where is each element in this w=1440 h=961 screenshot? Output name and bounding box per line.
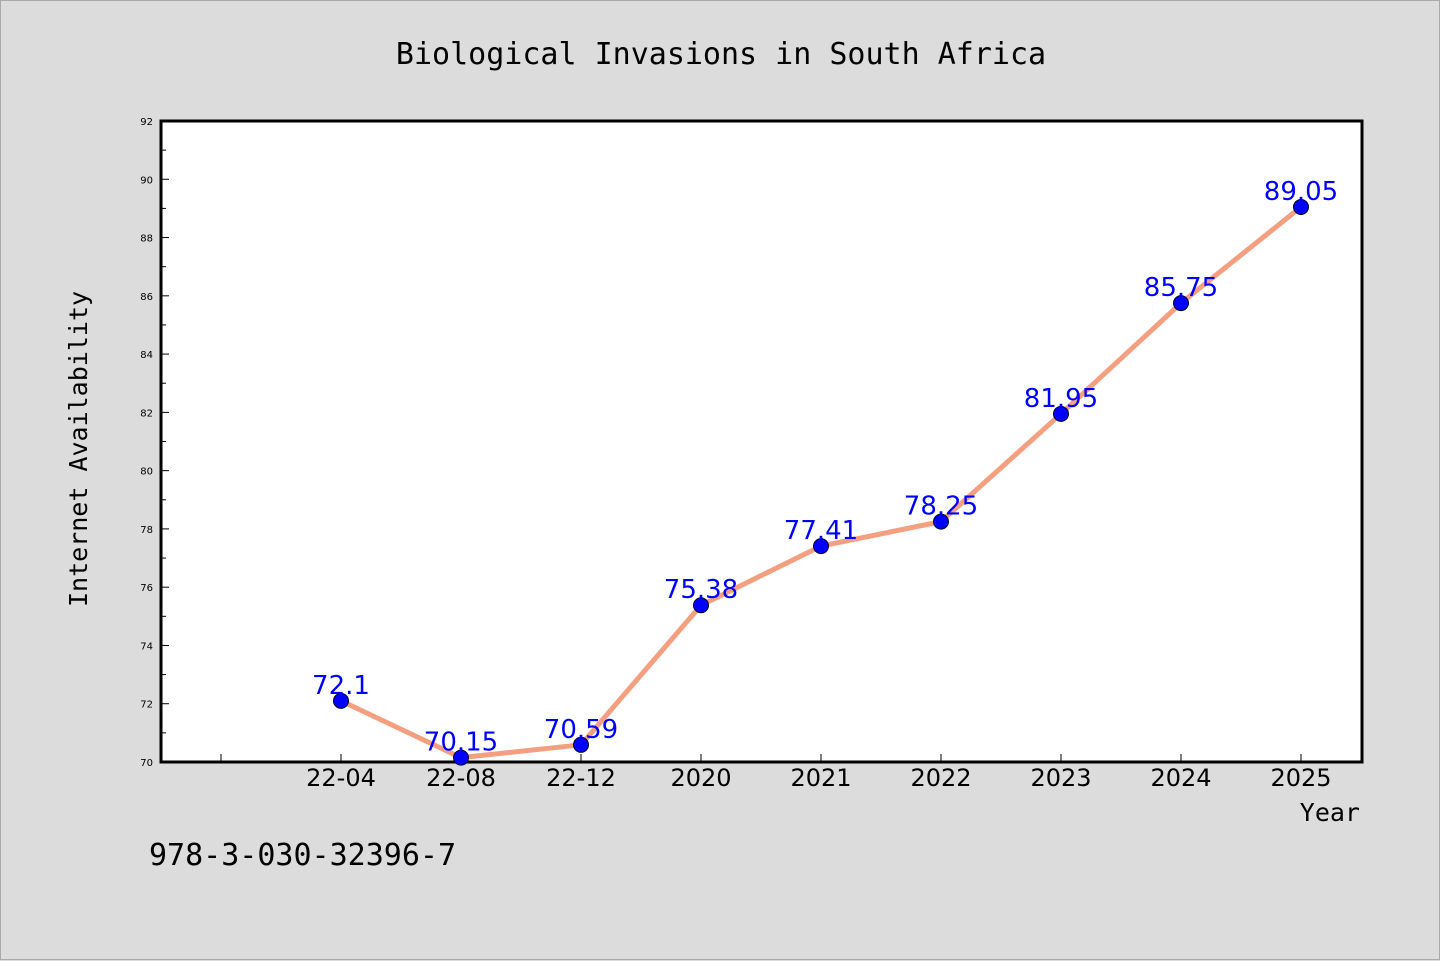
data-label: 89.05 <box>1264 177 1338 207</box>
x-tick-label: 22-04 <box>306 764 376 792</box>
data-point <box>1053 405 1069 422</box>
data-label: 70.59 <box>544 715 618 745</box>
y-tick-label: 82 <box>140 408 153 419</box>
chart-title: Biological Invasions in South Africa <box>396 37 1046 72</box>
data-point <box>1293 198 1309 215</box>
x-tick-label: 2022 <box>910 764 971 792</box>
y-axis-label: Internet Availability <box>64 291 93 607</box>
x-tick-label: 2024 <box>1150 764 1211 792</box>
data-label: 70.15 <box>424 728 498 758</box>
data-label: 72.1 <box>312 671 370 701</box>
data-point <box>933 513 949 530</box>
y-tick-label: 72 <box>140 700 153 711</box>
y-tick-label: 80 <box>140 467 153 478</box>
x-tick-label: 2025 <box>1270 764 1331 792</box>
data-point <box>693 597 709 614</box>
y-tick-label: 76 <box>140 583 153 594</box>
data-label: 81.95 <box>1024 384 1098 414</box>
data-label: 75.38 <box>664 575 738 605</box>
data-label: 78.25 <box>904 492 978 522</box>
data-label: 85.75 <box>1144 273 1218 303</box>
x-axis: 22-04 22-08 22-12 2020 2021 2022 2023 2024 2025 <box>220 754 1332 792</box>
x-tick-label: 22-08 <box>426 764 496 792</box>
data-label: 77.41 <box>784 516 858 546</box>
data-point <box>573 736 589 753</box>
data-point <box>333 692 349 709</box>
data-point <box>813 538 829 555</box>
y-tick-label: 70 <box>140 758 153 769</box>
y-tick-label: 84 <box>140 350 153 361</box>
series-markers <box>333 198 1309 766</box>
x-tick-label: 2020 <box>670 764 731 792</box>
data-point <box>453 749 469 766</box>
data-labels: 72.1 70.15 70.59 75.38 77.41 78.25 81.95 85.75 8… <box>312 177 1338 758</box>
x-tick-label: 22-12 <box>546 764 616 792</box>
y-axis: 70 72 74 76 78 80 82 84 86 88 90 92 <box>140 117 169 769</box>
y-tick-label: 88 <box>140 234 153 245</box>
x-axis-label: Year <box>1300 798 1360 827</box>
y-tick-label: 74 <box>140 641 153 652</box>
y-tick-label: 90 <box>140 175 153 186</box>
data-point <box>1173 295 1189 312</box>
plot-area <box>159 119 1364 764</box>
y-tick-label: 92 <box>140 117 153 128</box>
y-tick-label: 86 <box>140 292 153 303</box>
isbn-text: 978-3-030-32396-7 <box>149 838 456 873</box>
y-tick-label: 78 <box>140 525 153 536</box>
x-tick-label: 2021 <box>790 764 851 792</box>
x-tick-label: 2023 <box>1030 764 1091 792</box>
